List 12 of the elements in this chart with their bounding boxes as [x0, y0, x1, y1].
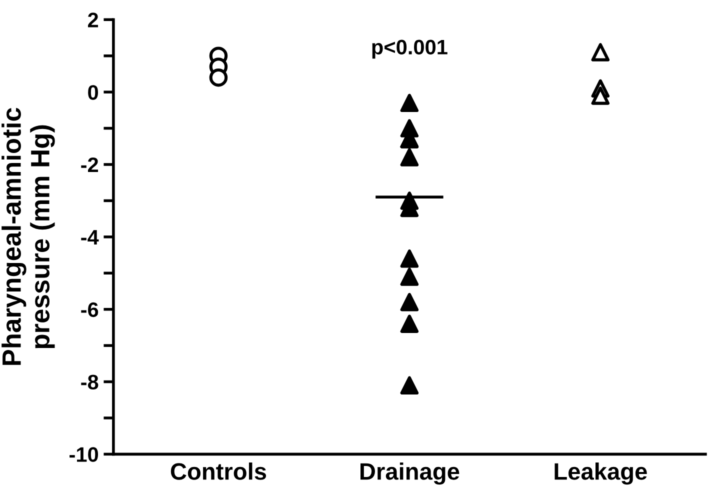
x-tick-label: Leakage [554, 462, 647, 485]
y-tick-label: -10 [70, 447, 98, 462]
y-tick-label: -6 [81, 302, 98, 318]
x-tick-label: Controls [170, 462, 266, 480]
y-tick-label: 2 [88, 12, 98, 28]
y-tick-label: 0 [88, 85, 98, 100]
x-tick-label: Drainage [360, 462, 460, 485]
y-tick-label: -4 [81, 230, 99, 244]
annotation: p<0.001 [372, 40, 448, 59]
y-tick-label: -8 [81, 374, 98, 390]
y-tick-label: -2 [81, 157, 98, 172]
y-axis-title: Pharyngeal-amniotic pressure (mm Hg) [2, 108, 55, 365]
